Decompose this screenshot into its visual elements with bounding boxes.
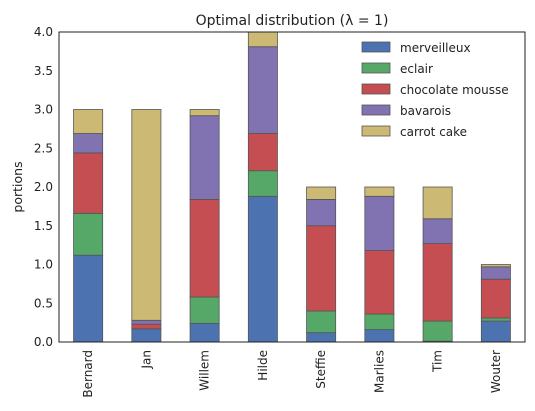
legend-label: bavarois <box>400 104 451 118</box>
legend-label: merveilleux <box>400 41 471 55</box>
x-tick-label: Bernard <box>81 350 95 398</box>
bar-segment <box>131 109 162 321</box>
x-tick-label: Tim <box>431 350 445 373</box>
bar-segment <box>131 323 162 330</box>
y-tick-label: 0.0 <box>34 335 53 349</box>
y-tick-label: 4.0 <box>34 25 53 39</box>
y-tick-label: 3.0 <box>34 103 53 117</box>
bar-segment <box>306 186 337 200</box>
bar-segment <box>73 133 104 154</box>
bar-segment <box>306 198 337 227</box>
y-axis: 0.0 0.5 1.0 1.5 2.0 2.5 3.0 3.5 4.0 <box>34 25 53 349</box>
bar-segment <box>364 329 395 343</box>
legend: merveilleux eclair chocolate mousse bavaroi… <box>361 41 509 139</box>
bar-segment <box>480 278 511 319</box>
x-tick-label: Jan <box>139 350 153 370</box>
bar-segment <box>480 317 511 322</box>
bar-segment <box>189 322 220 343</box>
bar-segment <box>189 109 220 117</box>
bar-segment <box>73 254 104 343</box>
bar-segment <box>131 328 162 343</box>
legend-swatch <box>361 62 391 74</box>
bar-segment <box>364 186 395 197</box>
bar-segment <box>480 320 511 343</box>
bar-segment <box>480 264 511 268</box>
legend-swatch <box>361 83 391 95</box>
bar-segment <box>422 243 453 322</box>
bar-segment <box>364 250 395 315</box>
y-tick-label: 2.5 <box>34 141 53 155</box>
bar-segment <box>247 133 278 172</box>
y-tick-label: 3.5 <box>34 64 53 78</box>
legend-swatch <box>361 41 391 53</box>
x-tick-label: Marlies <box>372 350 386 393</box>
legend-label: chocolate mousse <box>400 83 509 97</box>
x-tick-label: Steffie <box>314 350 328 389</box>
bar-segment <box>247 195 278 343</box>
bar-segment <box>364 195 395 251</box>
bar-segment <box>422 186 453 220</box>
x-tick-label: Wouter <box>489 350 503 393</box>
bar-segment <box>422 218 453 244</box>
y-axis-label: portions <box>10 161 25 212</box>
legend-label: carrot cake <box>400 125 467 139</box>
bar-segment <box>73 212 104 256</box>
plot-frame <box>58 31 526 343</box>
legend-swatch <box>361 125 391 137</box>
legend-label: eclair <box>400 62 433 76</box>
y-tick-label: 1.0 <box>34 258 53 272</box>
bar-segment <box>306 225 337 312</box>
bar-segment <box>247 31 278 48</box>
bar-segment <box>480 266 511 280</box>
bar-segment <box>189 198 220 298</box>
y-tick-label: 0.5 <box>34 296 53 310</box>
x-axis: Bernard Jan Willem Hilde Steffie Marlies Tim Wo… <box>81 350 503 398</box>
bar-segment <box>306 332 337 343</box>
bar-segment <box>247 170 278 197</box>
plot-area <box>73 31 511 343</box>
y-tick-label: 2.0 <box>34 180 53 194</box>
bar-segment <box>306 310 337 334</box>
bar-segment <box>73 152 104 214</box>
bar-segment <box>364 313 395 331</box>
bar-segment <box>131 319 162 325</box>
x-tick-label: Hilde <box>256 350 270 381</box>
y-tick-label: 1.5 <box>34 219 53 233</box>
x-tick-label: Willem <box>198 350 212 391</box>
bar-segment <box>422 320 453 342</box>
bar-segment <box>189 296 220 324</box>
legend-swatch <box>361 104 391 116</box>
bar-segment <box>189 115 220 200</box>
chart-title: Optimal distribution (λ = 1) <box>196 13 389 29</box>
bar-segment <box>247 46 278 134</box>
bar-segment <box>73 109 104 134</box>
